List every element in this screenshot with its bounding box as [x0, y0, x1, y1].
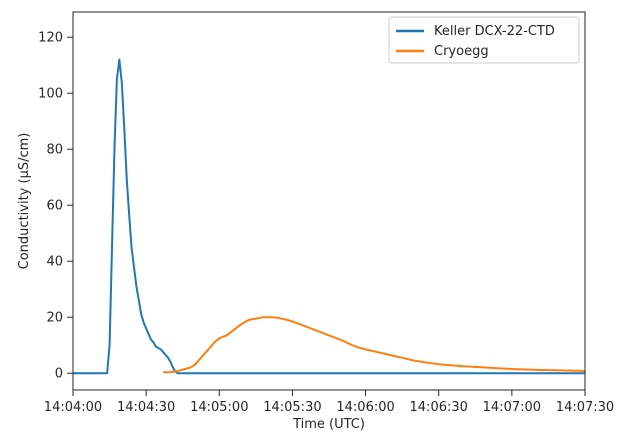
legend-label-keller: Keller DCX-22-CTD [434, 24, 555, 39]
x-tick-label: 14:06:00 [336, 400, 394, 415]
x-tick-label: 14:07:00 [483, 400, 541, 415]
x-axis-label: Time (UTC) [292, 417, 365, 432]
x-tick-label: 14:04:30 [117, 400, 175, 415]
plot-frame [72, 11, 586, 391]
x-tick-label: 14:07:30 [556, 400, 614, 415]
y-tick-label: 120 [38, 31, 63, 46]
y-tick-label: 60 [46, 199, 63, 214]
x-tick-label: 14:05:30 [263, 400, 321, 415]
legend: Keller DCX-22-CTD Cryoegg [388, 16, 580, 64]
series-line-cryoegg [163, 316, 586, 374]
ticks-layer: 14:04:00 14:04:30 14:05:00 14:05:30 14:06:00… [38, 31, 614, 415]
y-tick-label: 0 [55, 367, 63, 382]
y-axis-label: Conductivity (µS/cm) [17, 133, 32, 270]
y-tick-label: 20 [46, 311, 63, 326]
legend-label-cryoegg: Cryoegg [434, 44, 489, 59]
x-tick-label: 14:06:30 [410, 400, 468, 415]
legend-frame [388, 16, 580, 64]
x-tick-label: 14:04:00 [44, 400, 102, 415]
y-tick-label: 80 [46, 143, 63, 158]
y-tick-label: 100 [38, 87, 63, 102]
series-line-keller-dcx-22-ctd [73, 58, 585, 375]
x-tick-label: 14:05:00 [190, 400, 248, 415]
series-layer [73, 58, 586, 375]
y-tick-label: 40 [46, 255, 63, 270]
